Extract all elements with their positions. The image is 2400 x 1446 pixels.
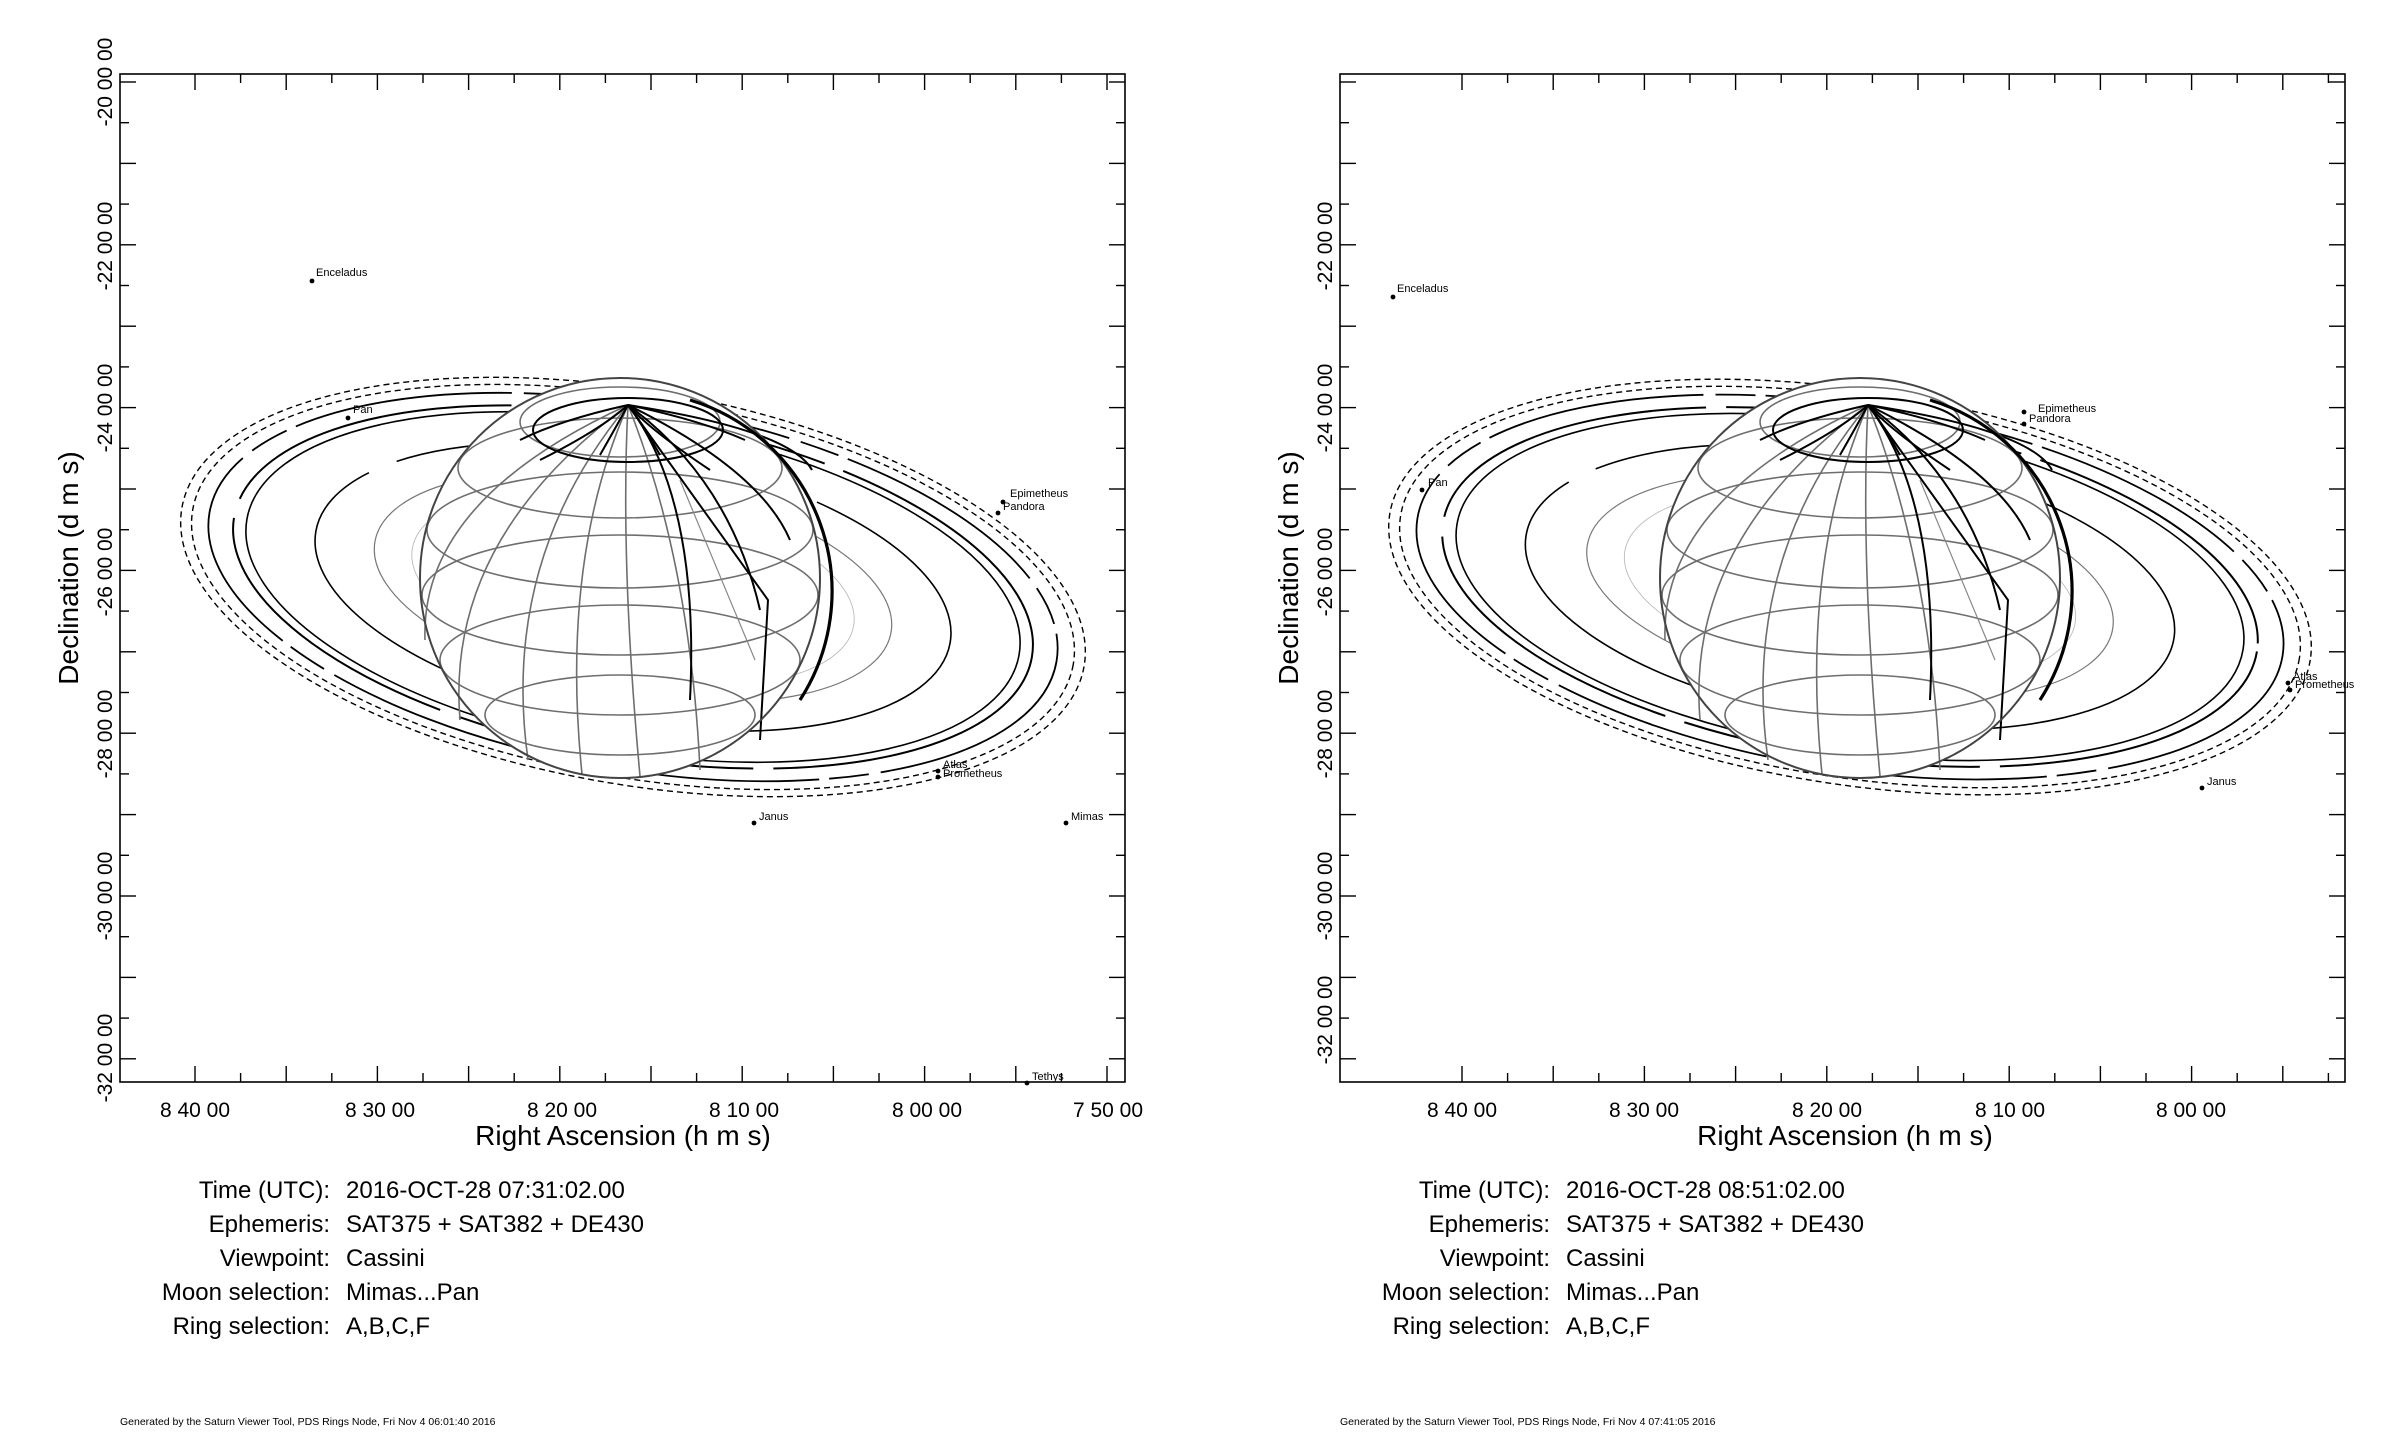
x-tick-label: 8 30 00 [1609, 1099, 1679, 1122]
moon-markers: Enceladus Pan Epimetheus Pandora Atlas P… [1390, 283, 2355, 791]
saturn-globe [1659, 377, 2074, 779]
moon-label-janus: Janus [2207, 776, 2237, 788]
moon-label-enceladus: Enceladus [316, 267, 368, 279]
moon-janus [751, 820, 757, 826]
moon-janus [2199, 785, 2205, 791]
y-tick-label: -30 00 00 [1314, 852, 1337, 941]
moon-tethys [1024, 1080, 1030, 1086]
time-label: Time (UTC): [1418, 1177, 1550, 1204]
y-tick-labels: -22 00 00 -24 00 00 -26 00 00 -28 00 00 … [1314, 202, 1337, 1065]
y-tick-label: -28 00 00 [94, 690, 117, 779]
ephemeris-value: SAT375 + SAT382 + DE430 [1566, 1211, 1864, 1238]
y-tick-label: -22 00 00 [94, 202, 117, 291]
y-tick-label: -20 00 00 [94, 38, 117, 127]
moon-markers: Enceladus Pan Epimetheus Pandora Atlas P… [309, 267, 1104, 1086]
ring-selection-value: A,B,C,F [346, 1313, 431, 1340]
x-tick-label: 8 10 00 [709, 1099, 779, 1122]
time-value: 2016-OCT-28 07:31:02.00 [346, 1177, 625, 1204]
moon-selection-label: Moon selection: [1381, 1279, 1550, 1306]
moon-label-pandora: Pandora [1003, 501, 1045, 513]
moon-pan [345, 415, 351, 421]
moon-selection-value: Mimas...Pan [346, 1279, 480, 1306]
moon-enceladus [309, 278, 315, 284]
x-tick-label: 8 20 00 [527, 1099, 597, 1122]
y-tick-label: -28 00 00 [1314, 690, 1337, 779]
moon-prometheus [2287, 687, 2293, 693]
viewpoint-value: Cassini [346, 1245, 425, 1272]
moon-selection-value: Mimas...Pan [1566, 1279, 1700, 1306]
x-axis-label: Right Ascension (h m s) [475, 1120, 771, 1151]
moon-prometheus [935, 774, 941, 780]
moon-epimetheus [1000, 499, 1006, 505]
moon-atlas [935, 768, 941, 774]
y-axis-label: Declination (d m s) [53, 451, 84, 684]
moon-label-epimetheus: Epimetheus [2038, 403, 2097, 415]
moon-pandora [2021, 421, 2027, 427]
moon-atlas [2285, 680, 2291, 686]
observation-info-right: Time (UTC): 2016-OCT-28 08:51:02.00 Ephem… [1220, 1174, 1864, 1344]
moon-label-janus: Janus [759, 811, 789, 823]
y-tick-label: -32 00 00 [1314, 976, 1337, 1065]
moon-label-prometheus: Prometheus [2295, 679, 2355, 691]
viewpoint-value: Cassini [1566, 1245, 1645, 1272]
y-tick-label: -24 00 00 [94, 364, 117, 453]
y-tick-label: -22 00 00 [1314, 202, 1337, 291]
x-tick-labels: 8 40 00 8 30 00 8 20 00 8 10 00 8 00 00 … [160, 1099, 1143, 1122]
observation-info-left: Time (UTC): 2016-OCT-28 07:31:02.00 Ephem… [0, 1174, 644, 1344]
moon-label-tethys: Tethys [1032, 1071, 1064, 1083]
y-tick-label: -30 00 00 [94, 852, 117, 941]
moon-mimas [1063, 820, 1069, 826]
time-label: Time (UTC): [198, 1177, 330, 1204]
moon-label-prometheus: Prometheus [943, 768, 1003, 780]
moon-label-pan: Pan [353, 404, 373, 416]
ephemeris-value: SAT375 + SAT382 + DE430 [346, 1211, 644, 1238]
x-tick-label: 8 30 00 [345, 1099, 415, 1122]
moon-label-epimetheus: Epimetheus [1010, 488, 1069, 500]
ring-selection-value: A,B,C,F [1566, 1313, 1651, 1340]
x-axis-label: Right Ascension (h m s) [1697, 1120, 1993, 1151]
viewpoint-label: Viewpoint: [1439, 1245, 1550, 1272]
ephemeris-label: Ephemeris: [1428, 1211, 1550, 1238]
ring-selection-label: Ring selection: [172, 1313, 330, 1340]
y-tick-labels: -20 00 00 -22 00 00 -24 00 00 -26 00 00 … [94, 38, 117, 1103]
generator-credit-right: Generated by the Saturn Viewer Tool, PDS… [1340, 1416, 1716, 1428]
moon-label-atlas: Atlas [2293, 671, 2318, 683]
y-axis-label: Declination (d m s) [1273, 451, 1304, 684]
saturn-globe [419, 377, 834, 779]
saturn-view-plot-right: Enceladus Pan Epimetheus Pandora Atlas P… [1273, 73, 2355, 1151]
x-tick-label: 8 10 00 [1975, 1099, 2045, 1122]
y-tick-label: -32 00 00 [94, 1014, 117, 1103]
x-tick-label: 7 50 00 [1073, 1099, 1143, 1122]
axis-ticks [1340, 74, 2345, 1082]
moon-label-pandora: Pandora [2029, 413, 2071, 425]
moon-epimetheus [2021, 409, 2027, 415]
viewpoint-label: Viewpoint: [219, 1245, 330, 1272]
moon-enceladus [1390, 294, 1396, 300]
moon-label-atlas: Atlas [943, 759, 968, 771]
y-tick-label: -24 00 00 [1314, 364, 1337, 453]
axis-ticks [120, 74, 1125, 1082]
x-tick-labels: 8 40 00 8 30 00 8 20 00 8 10 00 8 00 00 [1427, 1099, 2226, 1122]
ring-selection-label: Ring selection: [1392, 1313, 1550, 1340]
moon-pan [1419, 487, 1425, 493]
y-tick-label: -26 00 00 [94, 528, 117, 617]
saturn-view-plot-left: Enceladus Pan Epimetheus Pandora Atlas P… [53, 38, 1143, 1151]
moon-label-enceladus: Enceladus [1397, 283, 1449, 295]
moon-pandora [995, 510, 1001, 516]
generator-credit-left: Generated by the Saturn Viewer Tool, PDS… [120, 1416, 496, 1428]
x-tick-label: 8 40 00 [1427, 1099, 1497, 1122]
x-tick-label: 8 40 00 [160, 1099, 230, 1122]
time-value: 2016-OCT-28 08:51:02.00 [1566, 1177, 1845, 1204]
plot-frame [119, 73, 1126, 1083]
moon-label-mimas: Mimas [1071, 811, 1104, 823]
x-tick-label: 8 00 00 [2156, 1099, 2226, 1122]
ephemeris-label: Ephemeris: [208, 1211, 330, 1238]
plot-frame [1339, 73, 2346, 1083]
moon-selection-label: Moon selection: [161, 1279, 330, 1306]
x-tick-label: 8 00 00 [892, 1099, 962, 1122]
y-tick-label: -26 00 00 [1314, 528, 1337, 617]
x-tick-label: 8 20 00 [1792, 1099, 1862, 1122]
moon-label-pan: Pan [1428, 477, 1448, 489]
